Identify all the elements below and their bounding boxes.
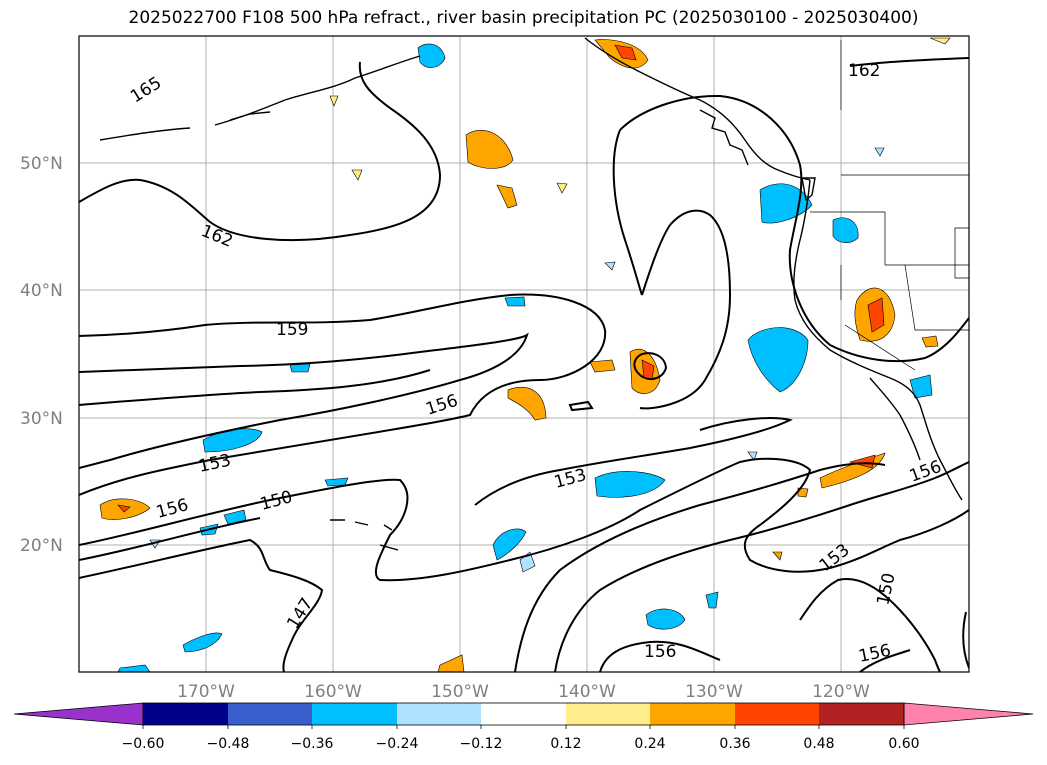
plot-area bbox=[79, 36, 969, 672]
lon-tick-label: 120°W bbox=[812, 682, 870, 702]
refractivity-contours bbox=[79, 57, 969, 672]
lat-tick-label: 20°N bbox=[20, 536, 63, 556]
lon-tick-label: 160°W bbox=[304, 682, 362, 702]
colorbar-tick-label: −0.36 bbox=[291, 736, 334, 752]
colorbar-tick-label: 0.24 bbox=[634, 736, 665, 752]
colorbar-segment bbox=[819, 703, 904, 725]
map-title: 2025022700 F108 500 hPa refract., river … bbox=[128, 8, 919, 28]
colorbar-tick-label: 0.48 bbox=[803, 736, 834, 752]
lat-tick-label: 40°N bbox=[20, 281, 63, 301]
lat-tick-label: 30°N bbox=[20, 409, 63, 429]
colorbar-tick-label: −0.12 bbox=[460, 736, 503, 752]
colorbar-tick-label: 0.60 bbox=[888, 736, 919, 752]
lon-tick-label: 150°W bbox=[431, 682, 489, 702]
contour-label: 162 bbox=[848, 61, 880, 81]
lat-tick-label: 50°N bbox=[20, 154, 63, 174]
colorbar-segment bbox=[735, 703, 820, 725]
contour-label: 159 bbox=[276, 320, 308, 340]
colorbar-tick-label: 0.36 bbox=[719, 736, 750, 752]
colorbar-segment bbox=[650, 703, 735, 725]
colorbar-tick-label: −0.48 bbox=[207, 736, 250, 752]
colorbar-segment bbox=[397, 703, 482, 725]
colorbar-segment bbox=[566, 703, 651, 725]
colorbar-extend-right bbox=[903, 702, 1034, 726]
lon-tick-label: 130°W bbox=[685, 682, 743, 702]
colorbar-segment bbox=[481, 703, 566, 725]
gridlines bbox=[79, 36, 969, 672]
colorbar: −0.60 −0.48 −0.36 −0.24 −0.12 0.12 0.24 … bbox=[13, 702, 1034, 752]
colorbar-tick-label: −0.60 bbox=[122, 736, 165, 752]
colorbar-segment bbox=[312, 703, 397, 725]
colorbar-segment bbox=[143, 703, 228, 725]
plot-frame bbox=[78, 35, 970, 673]
lon-tick-label: 140°W bbox=[558, 682, 616, 702]
state-borders bbox=[810, 40, 969, 371]
lat-tick-labels: 50°N 40°N 30°N 20°N bbox=[20, 154, 63, 556]
colorbar-segment bbox=[228, 703, 313, 725]
coastlines bbox=[99, 37, 963, 551]
colorbar-tick-label: −0.24 bbox=[376, 736, 419, 752]
precip-shading bbox=[99, 37, 951, 672]
colorbar-tick-label: 0.12 bbox=[550, 736, 581, 752]
colorbar-extend-left bbox=[13, 702, 144, 726]
contour-label: 156 bbox=[644, 642, 676, 662]
lon-tick-labels: 170°W 160°W 150°W 140°W 130°W 120°W bbox=[177, 682, 870, 702]
lon-tick-label: 170°W bbox=[177, 682, 235, 702]
